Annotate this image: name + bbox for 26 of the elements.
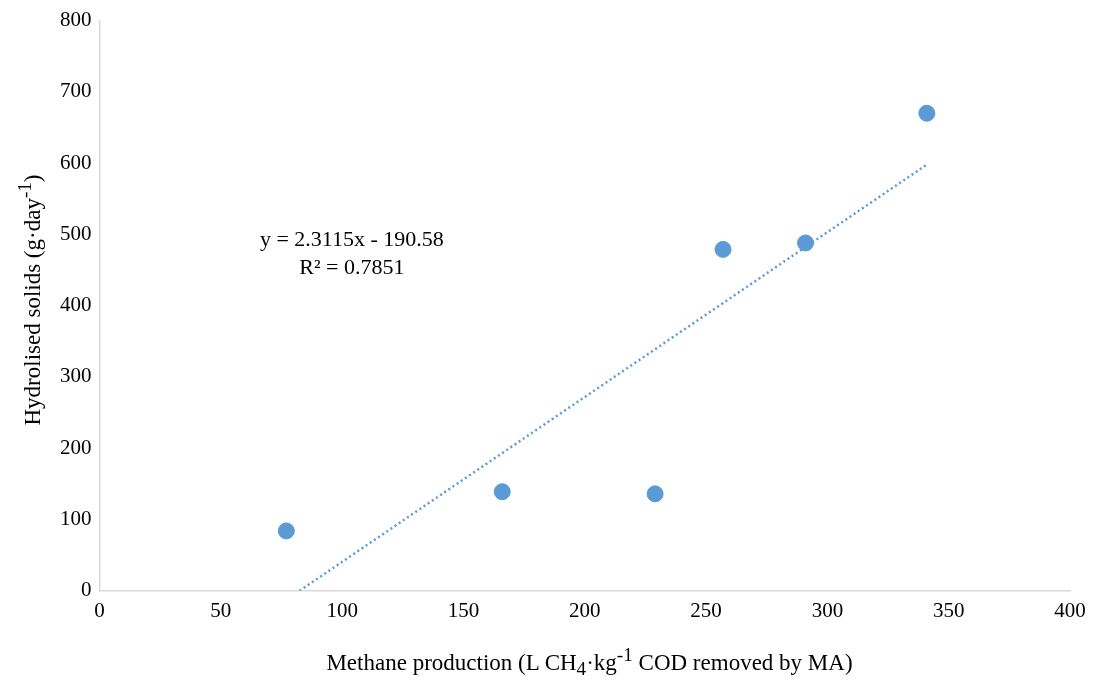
x-axis-title: Methane production (L CH$_{4}$·kg$^{-1}$ COD removed by MA) [325, 644, 854, 681]
y-tick-label: 500 [60, 220, 92, 245]
x-tick-label: 250 [690, 597, 722, 622]
y-tick-label: 700 [60, 78, 92, 103]
point [277, 522, 295, 540]
x-tick-label: 50 [210, 597, 232, 622]
x-tick-label: 300 [811, 597, 844, 622]
x-tick-label: 150 [447, 597, 480, 622]
annotation: y = 2.3115x - 190.58 [259, 225, 444, 251]
y-tick-label: 200 [60, 434, 92, 459]
y-tick-label: 800 [60, 7, 92, 32]
y-tick-label: 0 [81, 577, 92, 602]
x-tick-label: 100 [326, 597, 358, 622]
annotation: R² = 0.7851 [299, 253, 405, 279]
point [493, 483, 511, 501]
x-tick-label: 350 [932, 597, 965, 622]
point [918, 104, 936, 122]
x-tick-label: 200 [569, 597, 601, 622]
y-tick-label: 300 [60, 363, 92, 388]
point [714, 240, 732, 258]
y-tick-label: 400 [60, 292, 92, 317]
x-tick-label: 400 [1054, 597, 1086, 622]
point [646, 485, 664, 503]
y-tick-label: 600 [60, 149, 92, 174]
point [797, 234, 815, 252]
y-tick-label: 100 [60, 506, 92, 531]
